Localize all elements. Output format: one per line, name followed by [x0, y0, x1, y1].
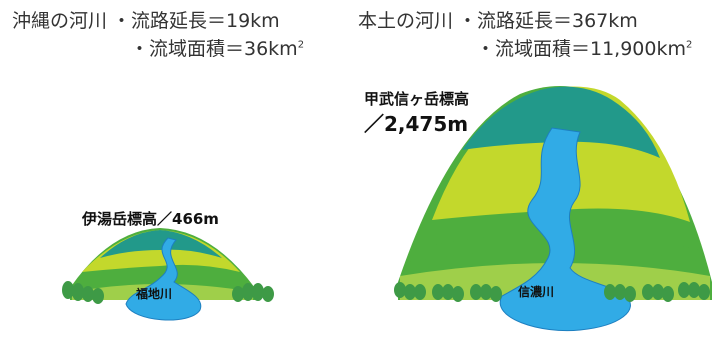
- mainland-area-text: ・流域面積＝11,900km: [476, 38, 686, 60]
- mainland-title: 本土の河川: [358, 10, 454, 32]
- okinawa-river: [125, 237, 202, 321]
- mainland-area-exponent: 2: [686, 39, 693, 51]
- okinawa-peak-label: 伊湯岳標高／466m: [82, 210, 219, 228]
- mainland-area: ・流域面積＝11,900km2: [476, 40, 692, 59]
- okinawa-mountain-band-yellow: [82, 230, 240, 272]
- mainland-trees-left: [394, 282, 502, 302]
- okinawa-trees-right: [232, 283, 274, 302]
- mainland-trees-right: [604, 282, 710, 302]
- okinawa-length: ・流路延長＝19km: [112, 10, 280, 32]
- okinawa-trees-left: [62, 281, 104, 304]
- mainland-length: ・流路延長＝367km: [458, 10, 638, 32]
- okinawa-mountain: [62, 228, 274, 321]
- okinawa-area: ・流域面積＝36km2: [130, 40, 304, 59]
- mainland-peak-label-elevation: ／2,475m: [364, 112, 469, 136]
- mainland-peak-label-name: 甲武信ヶ岳標高: [364, 90, 470, 108]
- okinawa-area-text: ・流域面積＝36km: [130, 38, 298, 60]
- mainland-river: [499, 127, 631, 332]
- okinawa-mountain-band-teal: [100, 230, 222, 258]
- okinawa-river-label: 福地川: [136, 287, 173, 301]
- okinawa-title: 沖縄の河川: [12, 10, 108, 32]
- mainland-mountain-band-teal: [462, 86, 660, 158]
- mainland-river-label: 信濃川: [518, 285, 555, 299]
- okinawa-area-exponent: 2: [297, 39, 305, 51]
- mainland-mountain: [394, 86, 712, 332]
